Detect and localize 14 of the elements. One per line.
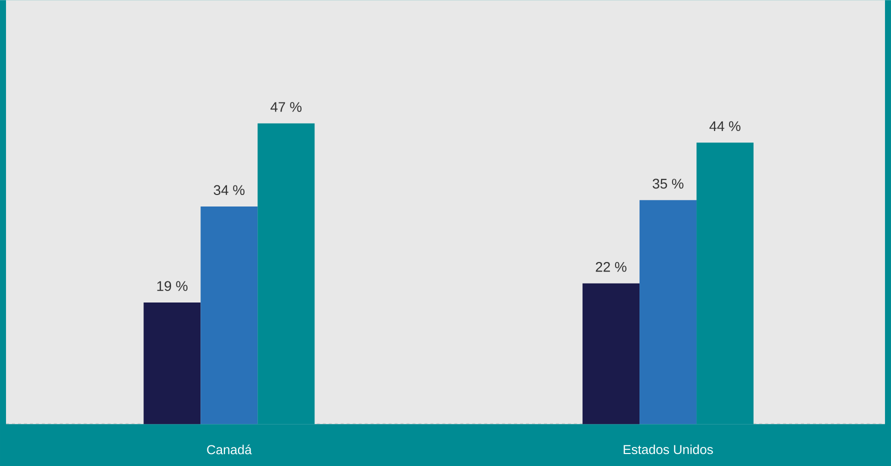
x-tick-label: Estados Unidos: [624, 444, 713, 454]
bar: [258, 123, 315, 424]
data-label: 34 %: [214, 185, 245, 195]
x-tick-label: Canadá: [207, 444, 252, 454]
bar: [200, 206, 258, 424]
data-label: 19 %: [157, 281, 188, 291]
bar: [582, 283, 640, 424]
bar: [144, 302, 201, 424]
data-label: 35 %: [652, 178, 684, 189]
data-label: 22 %: [596, 262, 626, 272]
bar: [640, 200, 697, 424]
data-label: 44 %: [709, 121, 740, 132]
data-label: 47 %: [270, 102, 302, 112]
bar: [696, 142, 754, 424]
